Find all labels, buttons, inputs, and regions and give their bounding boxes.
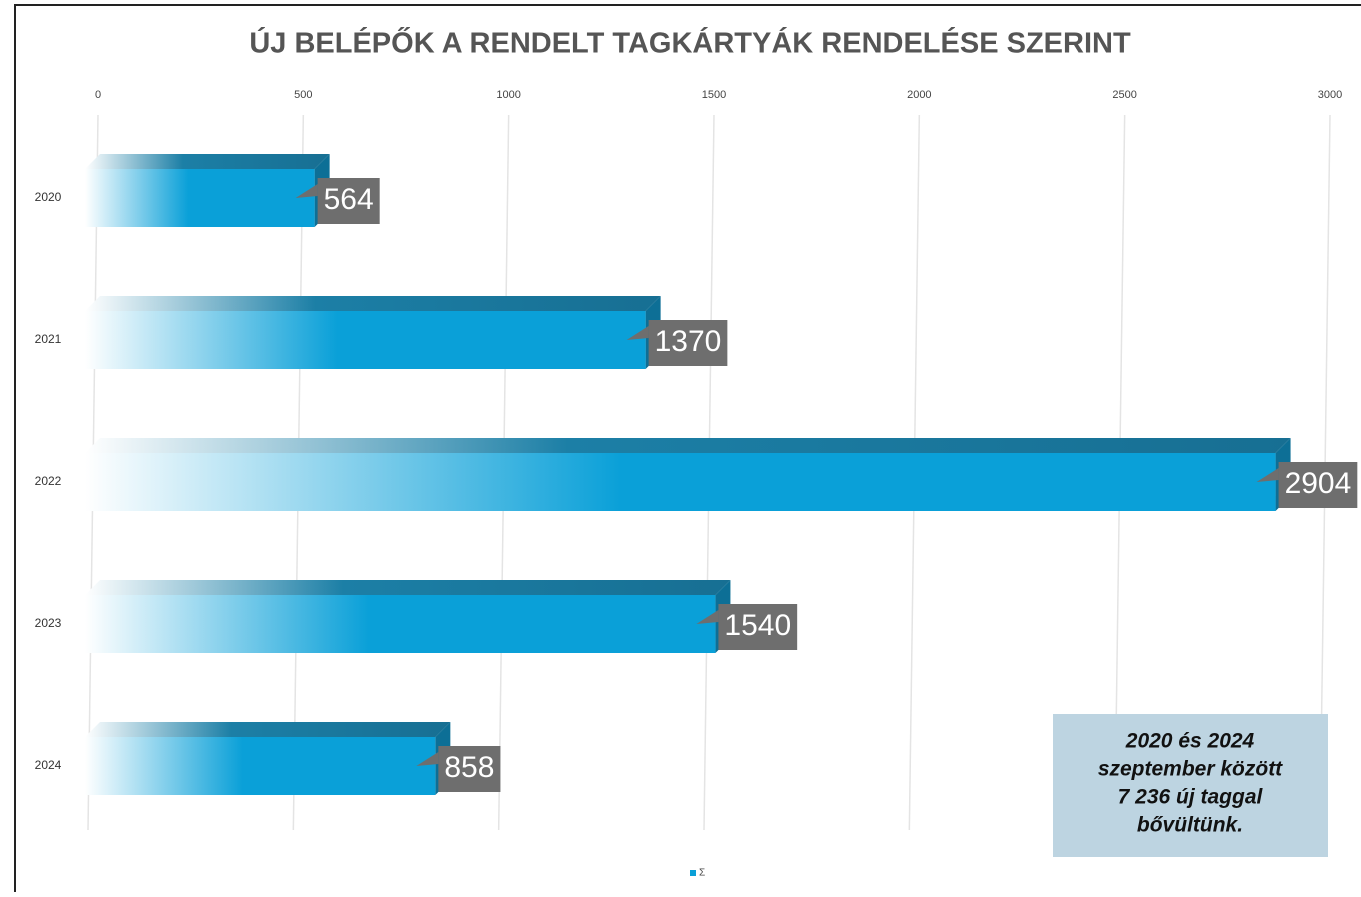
x-tick-label: 0 xyxy=(95,89,101,101)
bar xyxy=(85,737,436,795)
label-pointer xyxy=(696,610,719,624)
bar-top xyxy=(85,154,330,169)
annotation-text: 7 236 új taggal xyxy=(1118,786,1264,809)
y-tick-label: 2022 xyxy=(35,474,62,488)
label-pointer xyxy=(295,184,318,198)
chart-title: ÚJ BELÉPŐK A RENDELT TAGKÁRTYÁK RENDELÉS… xyxy=(249,26,1131,60)
x-tick-label: 3000 xyxy=(1318,89,1342,101)
bar-top xyxy=(85,722,451,737)
label-pointer xyxy=(416,752,439,766)
bar xyxy=(85,169,315,227)
value-label: 858 xyxy=(444,751,494,784)
y-tick-label: 2023 xyxy=(35,616,62,630)
value-label: 564 xyxy=(324,183,374,216)
value-label-box xyxy=(718,604,798,650)
value-label-box xyxy=(438,746,501,792)
y-tick-label: 2020 xyxy=(35,190,62,204)
y-tick-label: 2021 xyxy=(35,332,62,346)
annotation-text: bővültünk. xyxy=(1137,814,1243,837)
x-tick-label: 2500 xyxy=(1112,89,1136,101)
bar xyxy=(85,453,1276,511)
y-tick-label: 2024 xyxy=(35,758,62,772)
frame xyxy=(14,4,1361,892)
legend-label: Σ xyxy=(699,868,705,879)
value-label: 1540 xyxy=(724,609,791,642)
bar xyxy=(85,595,716,653)
value-label-box xyxy=(1278,462,1358,508)
annotation-text: szeptember között xyxy=(1098,758,1283,781)
annotation-box xyxy=(1053,714,1328,857)
label-pointer xyxy=(626,326,649,340)
legend-swatch xyxy=(690,870,696,876)
bar-top xyxy=(85,580,731,595)
x-tick-label: 1500 xyxy=(702,89,726,101)
value-label-box xyxy=(317,178,380,224)
bar-top xyxy=(85,296,661,311)
bar-top xyxy=(85,438,1291,453)
annotation-text: 2020 és 2024 xyxy=(1125,730,1255,753)
bar xyxy=(85,311,646,369)
value-label: 2904 xyxy=(1285,467,1352,500)
x-tick-label: 2000 xyxy=(907,89,931,101)
value-label: 1370 xyxy=(655,325,722,358)
x-tick-label: 500 xyxy=(294,89,312,101)
label-pointer xyxy=(1256,468,1279,482)
value-label-box xyxy=(648,320,728,366)
x-tick-label: 1000 xyxy=(496,89,520,101)
